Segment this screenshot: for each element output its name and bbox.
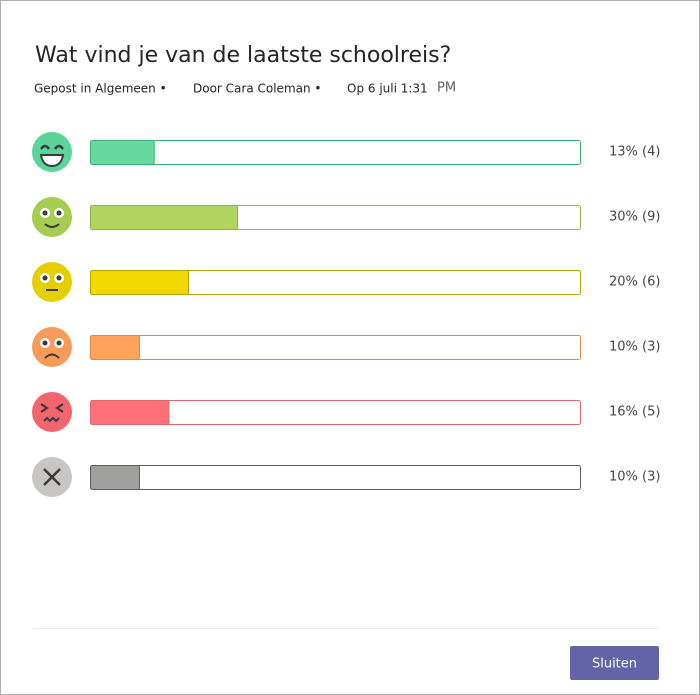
bar-fill — [90, 335, 140, 360]
emoji-face — [32, 327, 72, 367]
emoji-pupil — [42, 340, 48, 346]
emoji-icon — [32, 197, 72, 237]
result-label: 10% (3) — [609, 340, 660, 355]
emoji-eye — [53, 144, 65, 150]
emoji-mouth — [39, 154, 65, 168]
date: Op 6 juli 1:31 — [347, 82, 428, 96]
channel: Gepost in Algemeen • — [34, 82, 167, 96]
emoji-icon — [32, 392, 72, 432]
emoji-mouth — [43, 416, 60, 423]
close-button[interactable] — [570, 646, 659, 680]
bar-fill — [90, 465, 140, 490]
result-label: 13% (4) — [609, 145, 660, 160]
result-label: 16% (5) — [609, 405, 660, 420]
bar-fill — [90, 400, 170, 425]
bar-track — [90, 465, 581, 490]
bar-track — [90, 140, 581, 165]
result-label: 20% (6) — [609, 275, 660, 290]
result-label: 30% (9) — [609, 210, 660, 225]
emoji-icon — [32, 457, 72, 497]
bar-fill — [90, 270, 189, 295]
bar-fill — [90, 140, 155, 165]
emoji-pupil — [56, 275, 62, 281]
emoji-icon — [32, 262, 72, 302]
emoji-face — [32, 262, 72, 302]
bar-fill — [90, 205, 238, 230]
emoji-pupil — [42, 210, 48, 216]
emoji-icon — [32, 132, 72, 172]
author: Door Cara Coleman • — [193, 82, 321, 96]
emoji-pupil — [56, 210, 62, 216]
emoji-icon — [32, 327, 72, 367]
emoji-pupil — [42, 275, 48, 281]
emoji-face — [32, 132, 72, 172]
emoji-eye — [40, 403, 64, 413]
emoji-pupil — [56, 340, 62, 346]
emoji-mouth — [44, 223, 60, 228]
emoji-face — [32, 392, 72, 432]
time-suffix: PM — [437, 81, 456, 96]
result-label: 10% (3) — [609, 470, 660, 485]
emoji-eye — [39, 144, 51, 150]
emoji-cross — [43, 468, 61, 486]
bar-track — [90, 335, 581, 360]
emoji-face — [32, 197, 72, 237]
emoji-mouth — [44, 353, 60, 359]
poll-title: Wat vind je van de laatste schoolreis? — [35, 43, 451, 68]
close-button-label[interactable]: Sluiten — [592, 657, 637, 672]
